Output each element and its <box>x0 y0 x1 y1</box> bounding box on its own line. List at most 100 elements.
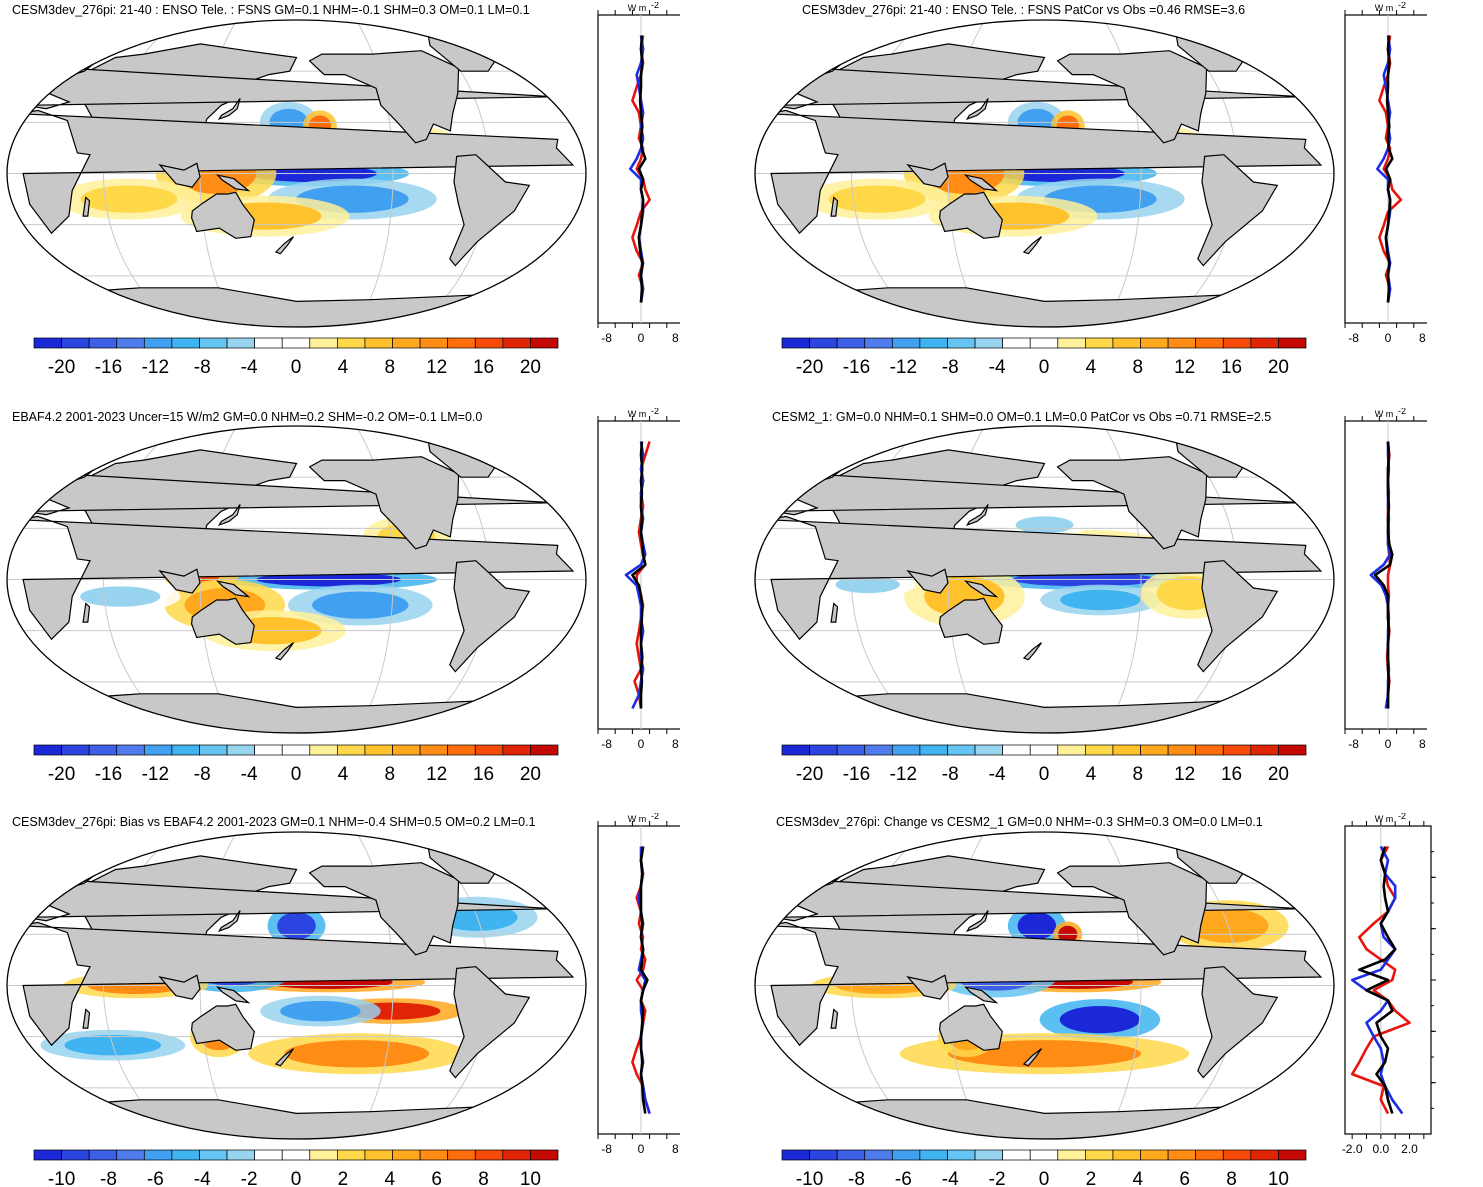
colorbar-swatch-5 <box>919 744 948 756</box>
colorbar-label: 16 <box>473 764 494 785</box>
colorbar-swatch-15 <box>447 744 476 756</box>
colorbar-label: -10 <box>48 1169 75 1187</box>
colorbar-label: 20 <box>520 764 541 785</box>
colorbar-label: 2 <box>338 1169 349 1187</box>
colorbar-swatch-18 <box>530 337 559 349</box>
colorbar-label: 10 <box>1268 1169 1289 1187</box>
field-anomaly-5 <box>80 586 161 607</box>
land-samerica <box>1197 154 1279 267</box>
profile-series-red <box>1350 845 1411 1115</box>
colorbar-label: -20 <box>48 764 75 785</box>
colorbar-label: 20 <box>1268 357 1289 378</box>
panel-3-map <box>6 425 587 734</box>
colorbar-label: 8 <box>478 1169 489 1187</box>
panel-1-map <box>6 19 587 328</box>
land-australia <box>190 191 255 239</box>
colorbar-label: -10 <box>796 1169 823 1187</box>
colorbar-swatch-7 <box>974 744 1003 756</box>
colorbar-swatch-12 <box>1112 744 1141 756</box>
land-madagascar <box>82 602 91 623</box>
panel-6-map <box>754 831 1335 1140</box>
colorbar-swatch-7 <box>226 744 255 756</box>
land-newguinea <box>963 986 999 1004</box>
colorbar-swatch-1 <box>809 1149 838 1161</box>
colorbar-label: 4 <box>1086 764 1097 785</box>
panel-6-zonal-profile: W m-2-2.00.02.060N30N030S60S <box>1342 813 1436 1155</box>
colorbar-swatch-0 <box>33 337 62 349</box>
profile-series-black <box>1384 35 1394 303</box>
colorbar-swatch-16 <box>474 1149 504 1161</box>
colorbar-label: 0 <box>291 1169 302 1187</box>
colorbar-label: 4 <box>1086 357 1097 378</box>
colorbar-swatch-15 <box>1195 1149 1224 1161</box>
profile-xtick-label: 0 <box>638 331 645 344</box>
panel-4-zonal-profile: W m-2-80860N30N030S60S <box>1344 408 1427 750</box>
colorbar-swatch-2 <box>88 337 118 349</box>
colorbar-swatch-0 <box>33 1149 62 1161</box>
colorbar-swatch-16 <box>1222 337 1252 349</box>
colorbar-swatch-9 <box>1029 337 1059 349</box>
colorbar-label: -12 <box>890 357 917 378</box>
colorbar-label: 12 <box>426 764 447 785</box>
colorbar-label: -12 <box>890 764 917 785</box>
colorbar-swatch-11 <box>337 744 366 756</box>
colorbar-label: -4 <box>241 357 258 378</box>
field-anomaly-1 <box>1060 589 1141 611</box>
land-japan <box>965 910 989 933</box>
land-australia <box>938 597 1003 645</box>
profile-series-black <box>1358 846 1397 1114</box>
panel-5-colorbar: -10 -8 -6 -4 -2 0 2 4 6 8 10 <box>33 1149 559 1187</box>
colorbar-swatch-17 <box>502 1149 531 1161</box>
colorbar-swatch-3 <box>116 744 145 756</box>
colorbar-label: 8 <box>1226 1169 1237 1187</box>
colorbar-swatch-11 <box>1085 1149 1114 1161</box>
profile-xtick-label: -2.0 <box>1342 1142 1363 1155</box>
colorbar-swatch-14 <box>1167 744 1197 756</box>
colorbar-swatch-16 <box>1222 744 1252 756</box>
land-namerica <box>308 456 460 550</box>
colorbar-swatch-5 <box>171 744 200 756</box>
field-anomaly-7 <box>284 1040 430 1068</box>
colorbar-swatch-18 <box>1278 337 1307 349</box>
land-newguinea <box>963 580 999 598</box>
units-exponent: -2 <box>1398 2 1406 10</box>
colorbar-swatch-10 <box>309 337 338 349</box>
colorbar-label: 0 <box>1039 764 1050 785</box>
colorbar-swatch-3 <box>116 1149 145 1161</box>
colorbar-swatch-10 <box>1057 744 1086 756</box>
colorbar-swatch-1 <box>61 337 90 349</box>
colorbar-swatch-18 <box>530 744 559 756</box>
colorbar-swatch-2 <box>836 744 866 756</box>
panel-6-colorbar: -10 -8 -6 -4 -2 0 2 4 6 8 10 <box>781 1149 1307 1187</box>
panel-3-colorbar: -20 -16 -12 -8 -4 0 4 8 12 16 20 <box>33 744 559 785</box>
colorbar-swatch-8 <box>1002 337 1031 349</box>
land-newzealand <box>1022 236 1042 255</box>
panel-1-zonal-profile: W m-2-80860N30N030S60S <box>597 2 680 344</box>
colorbar-label: 8 <box>1132 764 1143 785</box>
field-anomaly-6 <box>828 185 926 213</box>
colorbar-swatch-8 <box>1002 1149 1031 1161</box>
colorbar-swatch-8 <box>254 337 283 349</box>
land-japan <box>217 98 241 121</box>
land-newzealand <box>274 642 294 661</box>
land-australia <box>938 1003 1003 1051</box>
colorbar-swatch-13 <box>1140 744 1169 756</box>
land-indonesia <box>158 568 201 594</box>
colorbar-swatch-1 <box>809 337 838 349</box>
profile-xtick-label: -8 <box>601 737 612 750</box>
colorbar-swatch-8 <box>1002 744 1031 756</box>
colorbar-swatch-7 <box>974 337 1003 349</box>
land-australia <box>938 191 1003 239</box>
panel-3-title: EBAF4.2 2001-2023 Uncer=15 W/m2 GM=0.0 N… <box>12 410 483 424</box>
land-australia <box>190 1003 255 1051</box>
colorbar-label: 12 <box>426 357 447 378</box>
land-australia <box>190 597 255 645</box>
panel-4-title: CESM2_1: GM=0.0 NHM=0.1 SHM=0.0 OM=0.1 L… <box>772 410 1272 424</box>
colorbar-label: -16 <box>95 764 122 785</box>
profile-xtick-label: 8 <box>1419 737 1426 750</box>
panel-5-zonal-profile: W m-2-80860N30N030S60S <box>597 813 680 1155</box>
colorbar-label: -4 <box>989 357 1006 378</box>
units-exponent: -2 <box>651 2 659 10</box>
colorbar-swatch-13 <box>1140 337 1169 349</box>
colorbar-label: -8 <box>194 357 211 378</box>
